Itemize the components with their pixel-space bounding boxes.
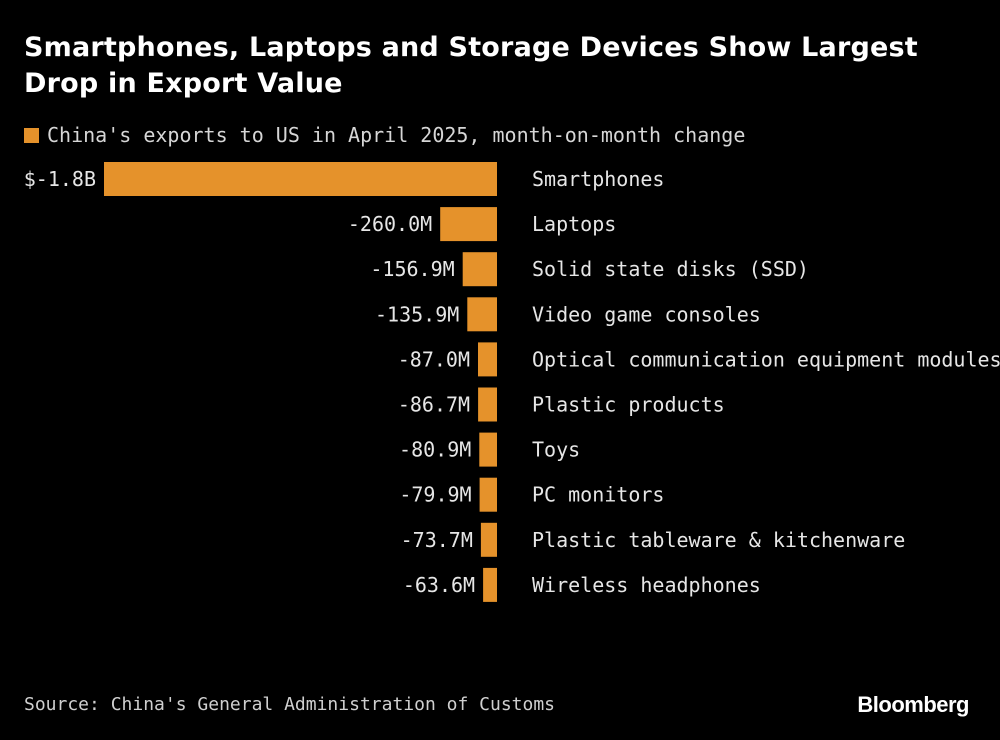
- value-label: -79.9M: [399, 483, 471, 507]
- bar: [480, 522, 497, 557]
- legend: China's exports to US in April 2025, mon…: [24, 121, 745, 149]
- category-label: Laptops: [532, 212, 616, 236]
- bar: [478, 342, 497, 377]
- value-label: -86.7M: [398, 393, 470, 417]
- bar: [483, 567, 497, 602]
- category-label: Solid state disks (SSD): [532, 257, 809, 281]
- category-label: Toys: [532, 438, 580, 462]
- value-label: -87.0M: [398, 347, 470, 371]
- chart-title: Smartphones, Laptops and Storage Devices…: [24, 32, 918, 99]
- legend-swatch: [24, 127, 39, 143]
- category-label: Optical communication equipment modules: [532, 347, 1000, 371]
- bar: [104, 162, 497, 196]
- source-note: Source: China's General Administration o…: [24, 694, 556, 715]
- value-label: -260.0M: [348, 212, 432, 236]
- bloomberg-logo: Bloomberg: [857, 692, 969, 717]
- category-label: Smartphones: [532, 167, 664, 191]
- bar: [462, 252, 497, 287]
- bar: [440, 207, 497, 242]
- category-label: Plastic tableware & kitchenware: [532, 528, 905, 552]
- category-label: Plastic products: [532, 393, 725, 417]
- category-label: PC monitors: [532, 483, 664, 507]
- bar: [479, 432, 497, 467]
- category-label: Wireless headphones: [532, 573, 761, 597]
- value-label: -80.9M: [399, 438, 471, 462]
- legend-label: China's exports to US in April 2025, mon…: [47, 123, 746, 147]
- category-label: Video game consoles: [532, 302, 761, 326]
- value-label: -156.9M: [370, 257, 454, 281]
- value-label: -135.9M: [375, 302, 459, 326]
- value-label: -63.6M: [403, 573, 475, 597]
- value-label: $-1.8B: [24, 167, 96, 191]
- value-label: -73.7M: [401, 528, 473, 552]
- bar: [467, 297, 497, 332]
- bar: [479, 477, 497, 512]
- bar: [478, 387, 497, 422]
